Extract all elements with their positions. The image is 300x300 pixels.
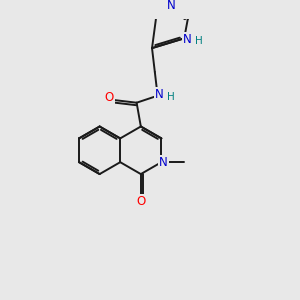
Text: N: N [183, 33, 192, 46]
Text: H: H [195, 36, 202, 46]
Text: O: O [136, 195, 146, 208]
Text: N: N [159, 156, 168, 169]
Text: N: N [154, 88, 164, 101]
Text: H: H [167, 92, 175, 102]
Text: O: O [105, 91, 114, 104]
Text: N: N [167, 0, 176, 12]
